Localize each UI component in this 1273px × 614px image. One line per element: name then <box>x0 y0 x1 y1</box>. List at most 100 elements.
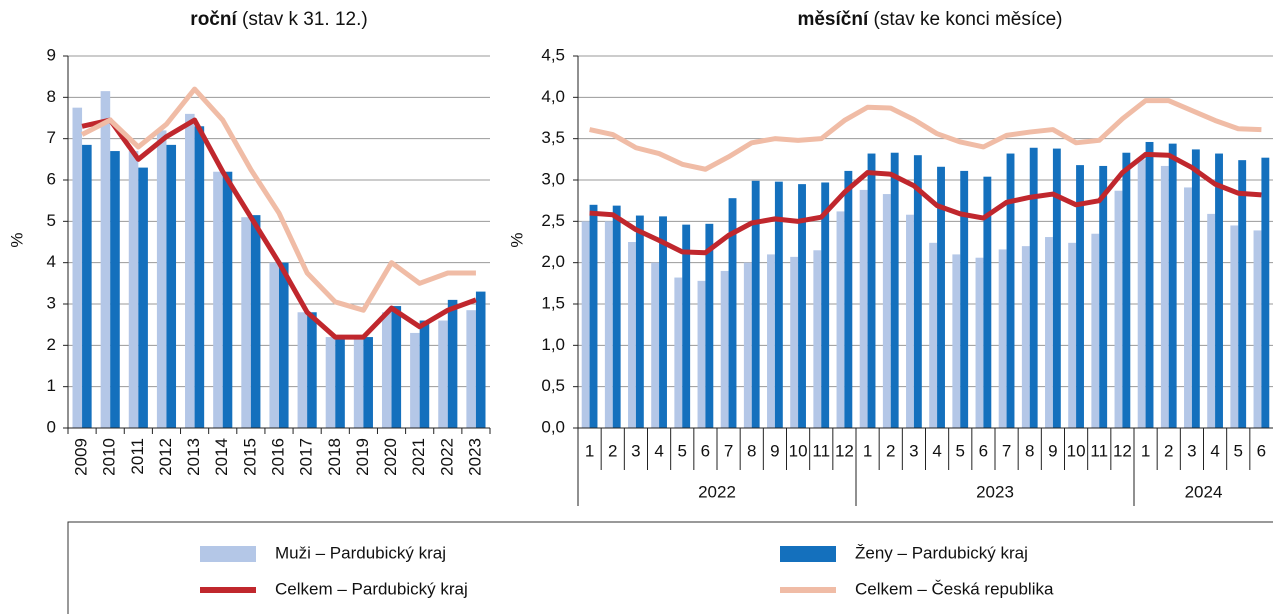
x-tick-label: 11 <box>1090 441 1108 460</box>
bar <box>1238 160 1247 428</box>
bar <box>1168 143 1177 429</box>
bar <box>844 170 853 428</box>
bar <box>867 153 876 428</box>
y-tick-label: 5 <box>47 211 56 230</box>
bar <box>410 332 420 428</box>
bar <box>998 249 1007 428</box>
bar <box>929 242 938 428</box>
x-tick-label: 2019 <box>353 438 372 476</box>
title-main: roční <box>190 9 237 30</box>
bar <box>612 205 621 428</box>
x-tick-label: 4 <box>654 441 663 460</box>
x-tick-label: 2009 <box>72 438 91 476</box>
legend-box <box>67 521 1273 614</box>
x-tick-label: 3 <box>1187 441 1196 460</box>
x-tick-label: 7 <box>724 441 733 460</box>
bar <box>475 291 486 428</box>
x-tick-label: 2015 <box>240 438 259 476</box>
bar <box>1145 141 1154 428</box>
bar <box>353 337 364 428</box>
bar <box>659 216 667 428</box>
bar <box>185 113 195 428</box>
bar <box>1160 165 1169 429</box>
bar <box>674 277 683 428</box>
x-tick-label: 2021 <box>409 438 428 476</box>
bar <box>581 221 590 428</box>
x-tick-label: 2013 <box>184 438 203 476</box>
x-tick-label: 4 <box>932 441 941 460</box>
bar <box>952 254 961 428</box>
bar <box>960 170 969 428</box>
y-tick-label: 2,0 <box>541 252 565 271</box>
y-tick-label: 0,5 <box>541 376 565 395</box>
y-tick-label: 1 <box>47 376 56 395</box>
bar <box>128 151 139 429</box>
legend-swatch <box>780 546 836 562</box>
x-tick-label: 2 <box>608 441 617 460</box>
bar <box>1215 153 1223 428</box>
y-tick-label: 2,5 <box>541 211 565 230</box>
x-tick-label: 2022 <box>437 438 456 476</box>
bar <box>751 180 760 428</box>
x-tick-label: 11 <box>812 441 830 460</box>
bar <box>241 217 251 428</box>
x-tick-label: 8 <box>747 441 756 460</box>
x-tick-label: 5 <box>1234 441 1243 460</box>
bar <box>110 151 120 429</box>
bar <box>975 257 984 428</box>
bar <box>774 181 783 428</box>
bar <box>767 254 775 428</box>
line-series <box>589 151 1262 256</box>
x-tick-label: 12 <box>835 441 854 460</box>
bar <box>790 256 799 428</box>
title-main: měsíční <box>797 9 868 30</box>
bar <box>279 262 289 428</box>
chart-title: roční (stav k 31. 12.) <box>190 9 367 30</box>
legend-label: Muži – Pardubický kraj <box>275 543 446 562</box>
bar <box>213 171 223 428</box>
bar <box>1076 165 1084 428</box>
bar <box>705 223 714 428</box>
x-tick-label: 2 <box>1164 441 1173 460</box>
x-tick-label: 5 <box>678 441 687 460</box>
y-tick-label: 4,0 <box>541 87 565 106</box>
bar <box>335 337 345 428</box>
line-series <box>80 86 476 313</box>
year-label: 2022 <box>698 482 736 501</box>
title-sub: (stav ke konci měsíce) <box>874 9 1063 30</box>
bar <box>1006 153 1015 428</box>
bar <box>363 337 373 428</box>
y-tick-label: 3 <box>47 293 56 312</box>
y-tick-label: 1,5 <box>541 293 565 312</box>
legend-label: Celkem – Pardubický kraj <box>275 579 468 598</box>
bar <box>604 221 613 428</box>
bar <box>937 166 945 429</box>
x-tick-label: 12 <box>1113 441 1132 460</box>
y-tick-label: 7 <box>47 128 56 147</box>
x-tick-label: 1 <box>863 441 872 460</box>
bar <box>1029 147 1038 428</box>
bar <box>1045 237 1053 428</box>
bar <box>1191 149 1200 428</box>
x-tick-label: 2 <box>886 441 895 460</box>
bar <box>906 214 914 428</box>
bar <box>82 144 92 428</box>
bar <box>250 215 261 428</box>
x-tick-label: 1 <box>1141 441 1150 460</box>
bar <box>222 171 233 428</box>
bar <box>798 184 806 428</box>
y-tick-label: 3,0 <box>541 169 565 188</box>
x-tick-label: 6 <box>979 441 988 460</box>
bar <box>743 262 752 428</box>
bar <box>1114 190 1123 428</box>
x-tick-label: 2020 <box>381 438 400 476</box>
bar <box>438 320 448 428</box>
bar <box>589 204 598 428</box>
y-tick-label: 4,5 <box>541 45 565 64</box>
bar <box>890 152 899 428</box>
bar <box>1207 213 1216 428</box>
x-tick-label: 2017 <box>297 438 316 476</box>
bar <box>728 198 737 428</box>
bar <box>419 320 430 428</box>
